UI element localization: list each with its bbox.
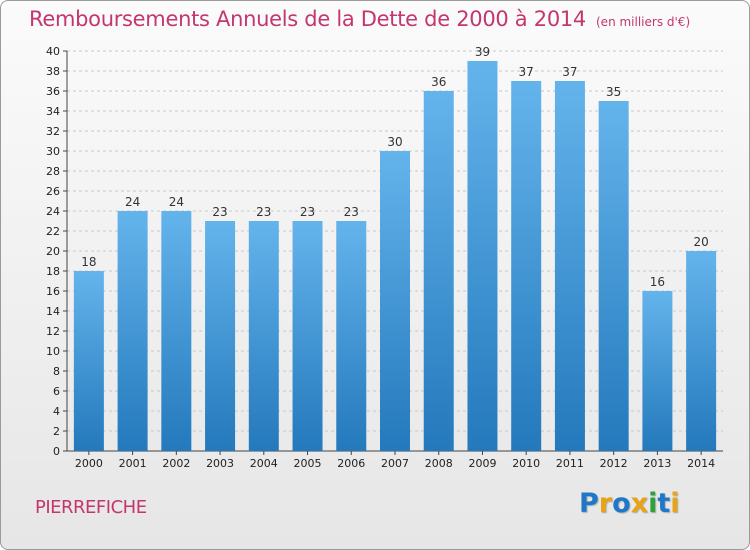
brand-letter: P	[579, 488, 599, 519]
y-tick-label: 8	[53, 365, 60, 378]
value-label-2009: 39	[475, 45, 490, 59]
x-tick-label-2000: 2000	[75, 457, 103, 470]
value-label-2000: 18	[81, 255, 96, 269]
x-tick-label-2008: 2008	[425, 457, 453, 470]
chart-unit: (en milliers d'€)	[596, 15, 691, 29]
y-tick-label: 4	[53, 405, 60, 418]
y-tick-label: 32	[46, 125, 60, 138]
y-tick-label: 22	[46, 225, 60, 238]
y-tick-label: 30	[46, 145, 60, 158]
chart-title-text: Remboursements Annuels de la Dette de 20…	[29, 7, 586, 31]
y-tick-label: 28	[46, 165, 60, 178]
y-tick-label: 14	[46, 305, 60, 318]
bar-2014	[686, 251, 717, 451]
commune-name: PIERREFICHE	[35, 497, 147, 518]
x-tick-label-2006: 2006	[337, 457, 365, 470]
value-label-2008: 36	[431, 75, 446, 89]
bar-2001	[117, 211, 148, 451]
x-tick-label-2014: 2014	[687, 457, 715, 470]
bar-2009	[467, 61, 498, 451]
bar-2002	[161, 211, 192, 451]
y-tick-label: 18	[46, 265, 60, 278]
bar-2005	[292, 221, 323, 451]
brand-logo: Proxiti	[579, 488, 680, 519]
chart-title: Remboursements Annuels de la Dette de 20…	[29, 7, 690, 31]
value-label-2014: 20	[693, 235, 708, 249]
x-tick-label-2010: 2010	[512, 457, 540, 470]
y-tick-label: 38	[46, 65, 60, 78]
x-tick-label-2012: 2012	[600, 457, 628, 470]
y-tick-label: 26	[46, 185, 60, 198]
bar-2003	[205, 221, 236, 451]
value-label-2003: 23	[212, 205, 227, 219]
value-label-2012: 35	[606, 85, 621, 99]
y-tick-label: 36	[46, 85, 60, 98]
y-tick-label: 6	[53, 385, 60, 398]
x-tick-label-2011: 2011	[556, 457, 584, 470]
x-tick-label-2002: 2002	[162, 457, 190, 470]
y-tick-label: 34	[46, 105, 60, 118]
value-label-2005: 23	[300, 205, 315, 219]
y-tick-label: 0	[53, 445, 60, 458]
x-tick-label-2013: 2013	[643, 457, 671, 470]
bar-2012	[598, 101, 629, 451]
x-tick-label-2001: 2001	[119, 457, 147, 470]
brand-letter: o	[612, 488, 631, 519]
value-label-2010: 37	[519, 65, 534, 79]
x-tick-label-2005: 2005	[294, 457, 322, 470]
bar-2010	[511, 81, 542, 451]
x-tick-label-2007: 2007	[381, 457, 409, 470]
brand-letter: i	[648, 488, 658, 519]
y-tick-label: 10	[46, 345, 60, 358]
value-label-2011: 37	[562, 65, 577, 79]
x-tick-label-2003: 2003	[206, 457, 234, 470]
value-label-2002: 24	[169, 195, 184, 209]
bar-2011	[554, 81, 585, 451]
value-label-2013: 16	[650, 275, 665, 289]
y-tick-label: 2	[53, 425, 60, 438]
y-tick-label: 16	[46, 285, 60, 298]
value-label-2006: 23	[344, 205, 359, 219]
bar-2008	[423, 91, 454, 451]
x-tick-label-2004: 2004	[250, 457, 278, 470]
bars	[73, 61, 717, 451]
bar-2013	[642, 291, 673, 451]
brand-letter: r	[598, 488, 613, 519]
value-label-2007: 30	[387, 135, 402, 149]
value-label-2004: 23	[256, 205, 271, 219]
brand-letter: x	[630, 488, 649, 519]
x-tick-label-2009: 2009	[468, 457, 496, 470]
value-labels: 18 24 24 23 23 23 23 30 36 39 37 37 35 16 20	[81, 45, 709, 289]
value-label-2001: 24	[125, 195, 140, 209]
x-tick-labels: 2000 2001 2002 2003 2004 2005 2006 2007 2008 2009…	[75, 451, 715, 470]
y-tick-label: 12	[46, 325, 60, 338]
y-tick-label: 40	[46, 45, 60, 58]
y-tick-label: 20	[46, 245, 60, 258]
brand-letter: i	[670, 488, 680, 519]
y-tick-label: 24	[46, 205, 60, 218]
bar-2006	[336, 221, 367, 451]
bar-2007	[380, 151, 410, 451]
bar-2000	[73, 271, 104, 451]
brand-letter: t	[657, 488, 671, 519]
bar-2004	[248, 221, 279, 451]
